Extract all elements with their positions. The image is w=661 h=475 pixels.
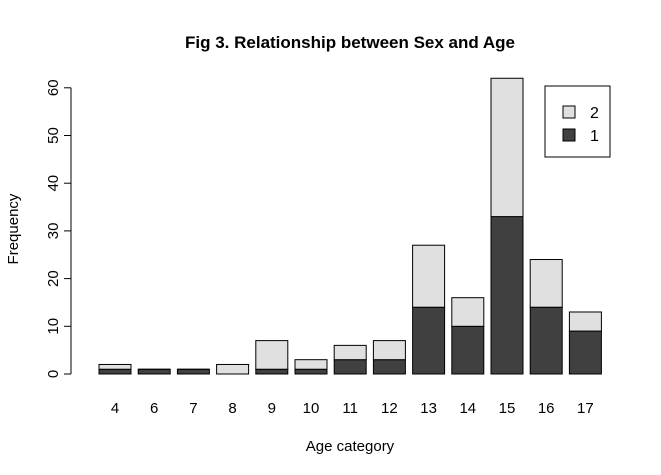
- x-tick-label-11: 11: [342, 400, 358, 417]
- y-tick-label: 10: [45, 318, 62, 335]
- bar-segment-17-series-1: [568, 330, 602, 375]
- bar-segment-15-series-2: [490, 77, 524, 218]
- bar-segment-4-series-2: [98, 363, 132, 370]
- y-tick-label: 20: [45, 270, 62, 287]
- bar-segment-6-series-1: [137, 368, 171, 375]
- legend-label-1: 1: [590, 128, 599, 145]
- bar-segment-7-series-1: [176, 368, 210, 375]
- bar-segment-10-series-1: [294, 368, 328, 375]
- bar-segment-9-series-1: [255, 368, 289, 375]
- bar-segment-12-series-1: [372, 359, 406, 375]
- y-tick-label: 0: [45, 370, 62, 378]
- y-tick-label: 60: [45, 79, 62, 96]
- x-tick-label-17: 17: [577, 400, 594, 417]
- legend: 21: [544, 85, 611, 158]
- bar-segment-12-series-2: [372, 340, 406, 361]
- x-tick-label-9: 9: [268, 400, 276, 417]
- bar-segment-14-series-1: [451, 325, 485, 375]
- bar-segment-8-series-2: [216, 363, 250, 375]
- x-tick-label-14: 14: [459, 400, 476, 417]
- bar-segment-4-series-1: [98, 368, 132, 375]
- y-tick-label: 30: [45, 223, 62, 240]
- legend-swatch-2: [562, 105, 576, 119]
- x-tick-label-8: 8: [228, 400, 236, 417]
- x-tick-label-7: 7: [189, 400, 197, 417]
- bar-segment-9-series-2: [255, 340, 289, 370]
- bar-segment-15-series-1: [490, 216, 524, 375]
- legend-swatch-1: [562, 128, 576, 142]
- x-axis-label: Age category: [306, 438, 395, 455]
- legend-label-2: 2: [590, 105, 599, 122]
- bar-segment-16-series-2: [529, 259, 563, 308]
- x-tick-label-13: 13: [420, 400, 437, 417]
- x-tick-labels: 4 6 7 8 9 10 11 12 13 14 15 16 17: [111, 400, 594, 417]
- legend-box: [544, 85, 611, 158]
- chart-title: Fig 3. Relationship between Sex and Age: [185, 33, 515, 52]
- bars-group: [98, 77, 602, 375]
- bar-segment-14-series-2: [451, 297, 485, 327]
- bar-segment-13-series-2: [412, 244, 446, 308]
- bar-segment-11-series-1: [333, 359, 367, 375]
- y-axis-label: Frequency: [5, 193, 22, 264]
- y-tick-label: 40: [45, 175, 62, 192]
- y-tick-label: 50: [45, 127, 62, 144]
- x-tick-label-10: 10: [303, 400, 320, 417]
- y-axis: 0 10 20 30 40 50 60: [45, 79, 72, 378]
- bar-segment-16-series-1: [529, 306, 563, 375]
- bar-segment-11-series-2: [333, 344, 367, 361]
- x-tick-label-6: 6: [150, 400, 158, 417]
- x-tick-label-4: 4: [111, 400, 119, 417]
- bar-segment-10-series-2: [294, 359, 328, 370]
- bar-segment-13-series-1: [412, 306, 446, 375]
- bar-segment-17-series-2: [568, 311, 602, 332]
- x-tick-label-15: 15: [499, 400, 516, 417]
- x-tick-label-16: 16: [538, 400, 555, 417]
- x-tick-label-12: 12: [381, 400, 398, 417]
